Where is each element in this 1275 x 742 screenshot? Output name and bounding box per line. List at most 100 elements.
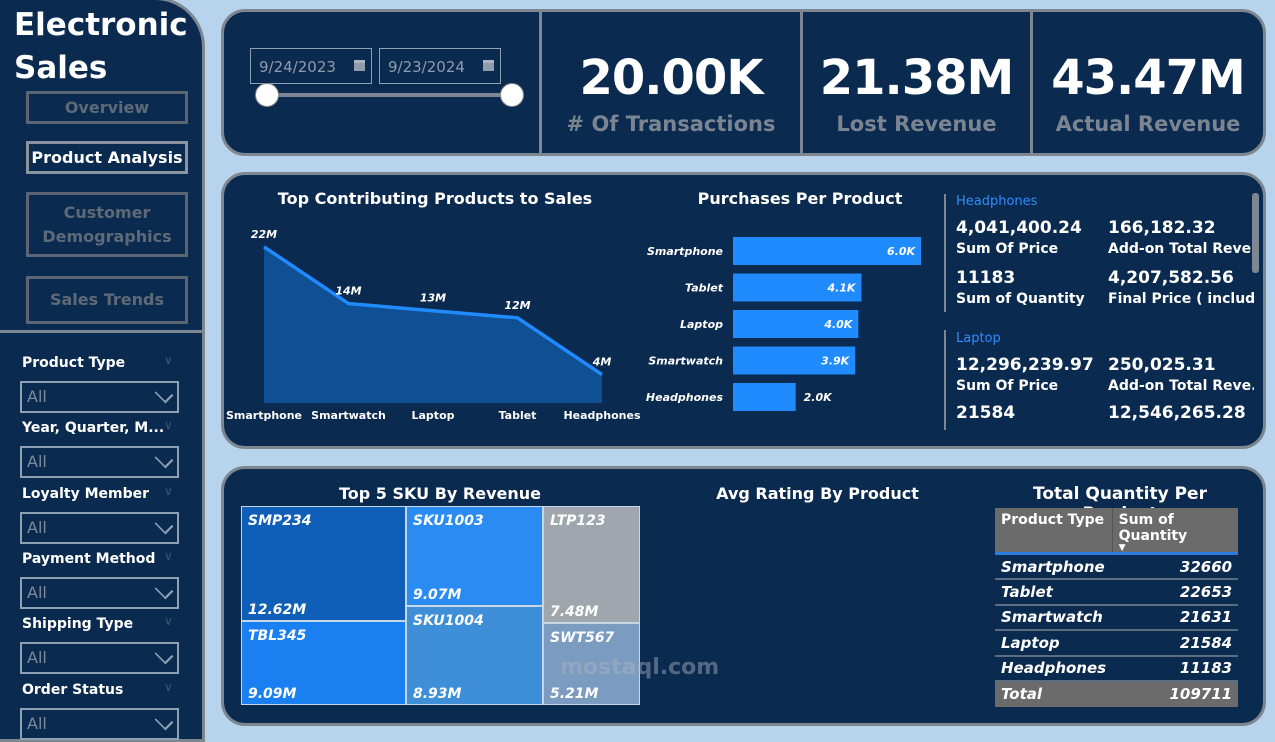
bar[interactable]: [733, 383, 796, 411]
chevron-down-icon[interactable]: ∨: [164, 614, 173, 629]
data-label: 2.0K: [804, 391, 833, 404]
divider: [539, 12, 542, 154]
card-value: 12,296,239.97: [956, 355, 1094, 375]
chevron-down-icon[interactable]: ∨: [164, 418, 173, 433]
slicer-dropdown[interactable]: All: [20, 642, 179, 675]
nav-customer-demographics[interactable]: Customer Demographics: [26, 192, 188, 257]
bar[interactable]: [733, 346, 856, 375]
card-value: 12,546,265.28: [1108, 403, 1246, 423]
table-row[interactable]: Headphones 11183: [995, 655, 1239, 682]
col-header-product-type[interactable]: Product Type: [995, 508, 1113, 555]
treemap-tile[interactable]: SMP234 12.62M: [241, 506, 406, 621]
sort-desc-icon[interactable]: ▼: [1118, 543, 1126, 553]
x-tick-label: Laptop: [412, 409, 455, 422]
quantity-table: Product Type Sum of Quantity ▼ Smartphone 3…: [995, 508, 1239, 707]
card-category: Laptop: [956, 331, 1001, 346]
bar[interactable]: [733, 310, 859, 338]
cell-quantity: 32660: [1112, 553, 1239, 580]
treemap-tile[interactable]: SKU1004 8.93M: [406, 606, 543, 705]
bar[interactable]: [733, 237, 921, 265]
start-date-input[interactable]: 9/24/2023: [250, 48, 372, 84]
tile-label: SWT567: [550, 630, 615, 646]
kpi-label: Actual Revenue: [1055, 112, 1241, 136]
table-row[interactable]: Laptop 21584: [995, 630, 1239, 657]
slicer-value: All: [27, 387, 47, 406]
y-tick-label: Laptop: [680, 318, 723, 331]
tile-value: 8.93M: [413, 686, 462, 702]
tile-label: TBL345: [248, 628, 307, 644]
date-slider-track[interactable]: [268, 93, 513, 97]
slicer-dropdown[interactable]: All: [20, 511, 179, 544]
tile-label: LTP123: [550, 513, 606, 529]
watermark: mostaql.com: [560, 655, 720, 680]
title-line: Sales: [14, 50, 108, 86]
table-row[interactable]: Smartwatch 21631: [995, 604, 1239, 631]
slicer-label: Order Status: [22, 681, 124, 698]
chevron-down-icon[interactable]: ∨: [164, 548, 173, 563]
end-date-input[interactable]: 9/23/2024: [379, 48, 501, 84]
slicer-label: Loyalty Member: [22, 485, 150, 502]
tile-value: 9.09M: [248, 686, 297, 702]
card-value: 4,207,582.56: [1108, 268, 1234, 288]
table-row[interactable]: Tablet 22653: [995, 579, 1239, 606]
nav-sales-trends[interactable]: Sales Trends: [26, 276, 188, 324]
slicer-value: All: [27, 517, 47, 537]
nav-overview[interactable]: Overview: [26, 91, 188, 124]
y-tick-label: Headphones: [646, 391, 724, 404]
treemap-tile[interactable]: SKU1003 9.07M: [406, 506, 543, 606]
chevron-down-icon[interactable]: ∨: [164, 483, 173, 498]
data-label: 4.0K: [823, 318, 853, 331]
slicer-label: Product Type: [22, 355, 126, 371]
kpi-lost-revenue: 21.38M Lost Revenue: [803, 12, 1030, 152]
data-label: 3.9K: [821, 355, 850, 368]
chevron-down-icon[interactable]: ∨: [164, 353, 173, 367]
divider: [1030, 12, 1033, 154]
card-divider: [944, 330, 946, 430]
treemap-tile[interactable]: SWT567 5.21M: [543, 623, 640, 705]
card-category: Headphones: [956, 194, 1038, 209]
treemap-tile[interactable]: LTP123 7.48M: [543, 506, 640, 623]
kpi-value: 43.47M: [1051, 50, 1246, 106]
area-line: [263, 245, 603, 377]
cell-product: Laptop: [995, 630, 1113, 657]
slicer-value: All: [27, 452, 47, 472]
slicer-dropdown[interactable]: All: [20, 576, 179, 609]
cell-quantity: 11183: [1112, 655, 1239, 682]
card-label: Final Price ( include...: [1108, 291, 1254, 307]
slicer-label: Payment Method: [22, 550, 156, 567]
table-row[interactable]: Smartphone 32660: [995, 553, 1239, 580]
slicer-dropdown[interactable]: All: [20, 381, 179, 413]
treemap-tile[interactable]: TBL345 9.09M: [241, 621, 406, 705]
slicer-value: All: [27, 582, 47, 602]
area-fill: [264, 246, 602, 403]
slicer-label: Year, Quarter, M...: [22, 420, 165, 437]
kpi-label: # Of Transactions: [566, 112, 776, 136]
card-scrollbar[interactable]: [1252, 193, 1259, 273]
data-label: 22M: [251, 228, 277, 241]
nav-product-analysis[interactable]: Product Analysis: [26, 141, 188, 174]
col-header-sum-quantity[interactable]: Sum of Quantity ▼: [1111, 508, 1239, 555]
slicer-dropdown[interactable]: All: [20, 446, 179, 479]
data-label: 13M: [420, 292, 446, 305]
card-label: Add-on Total Reve...: [1108, 241, 1254, 257]
card-label: Add-on Total Reve...: [1108, 378, 1254, 394]
kpi-value: 20.00K: [579, 50, 763, 106]
tile-label: SKU1003: [413, 513, 484, 529]
cell-quantity: 22653: [1112, 579, 1239, 606]
tile-value: 12.62M: [248, 602, 307, 618]
y-tick-label: Smartwatch: [648, 355, 723, 368]
bar[interactable]: [733, 273, 862, 302]
card-label: Sum Of Price: [956, 378, 1059, 394]
slicer-value: All: [27, 713, 47, 733]
y-tick-label: Tablet: [685, 282, 724, 295]
date-slider-end-handle[interactable]: [500, 83, 524, 107]
x-tick-label: Headphones: [563, 409, 641, 422]
calendar-icon[interactable]: [483, 60, 494, 71]
card-value: 250,025.31: [1108, 355, 1216, 375]
col-header-label: Sum of Quantity: [1118, 512, 1188, 544]
tile-value: 7.48M: [550, 604, 599, 620]
chevron-down-icon[interactable]: ∨: [164, 679, 173, 694]
date-slider-start-handle[interactable]: [255, 83, 279, 107]
calendar-icon[interactable]: [354, 60, 365, 71]
tile-value: 5.21M: [550, 686, 599, 702]
